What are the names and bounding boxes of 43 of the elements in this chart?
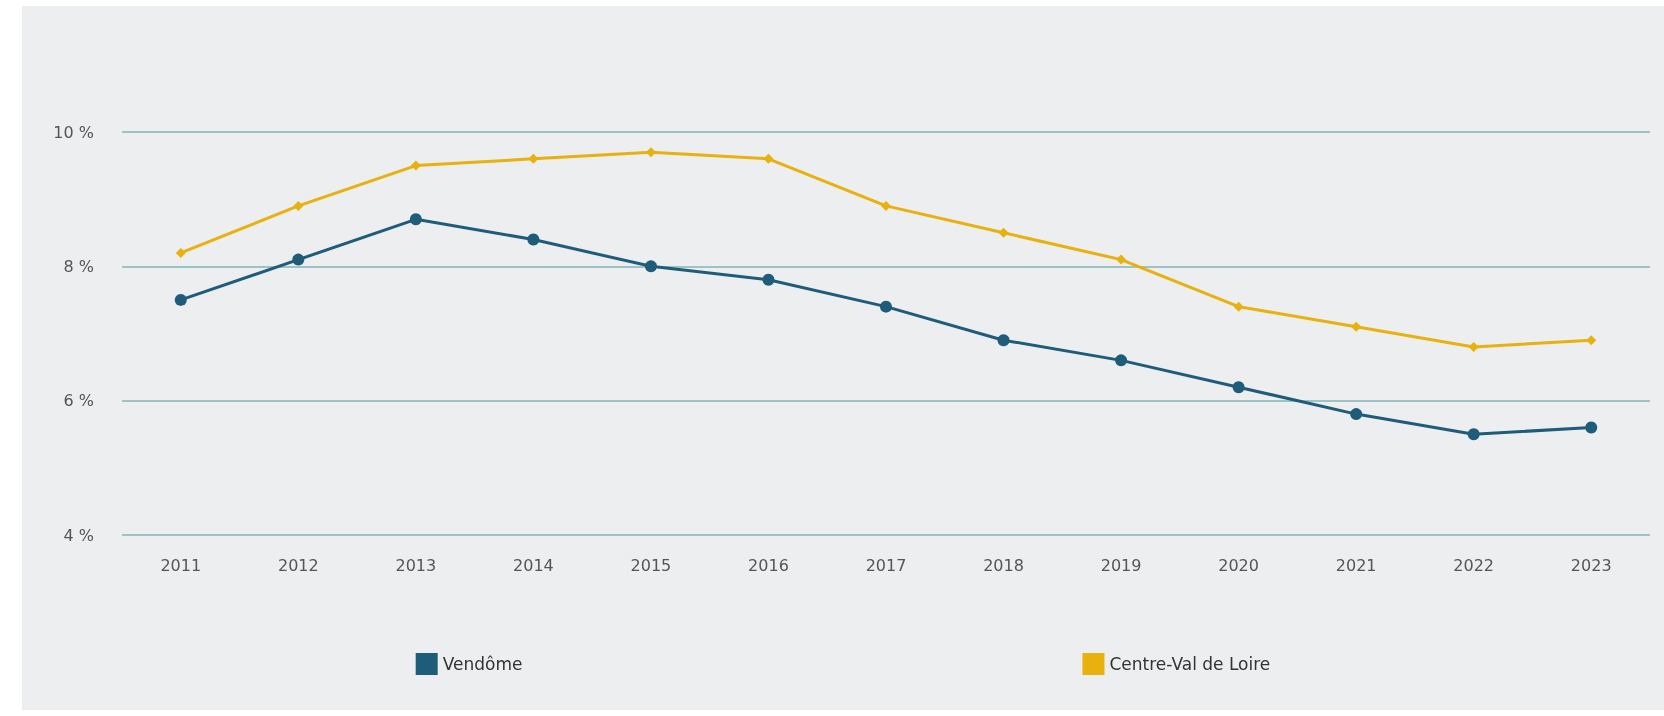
point — [1233, 301, 1244, 312]
point — [763, 153, 774, 164]
point — [1585, 421, 1598, 434]
point — [881, 200, 891, 211]
point — [1586, 335, 1597, 346]
point — [998, 227, 1009, 238]
x-tick-label: 2023 — [1570, 555, 1612, 575]
point — [174, 293, 187, 306]
x-tick-label: 2019 — [1100, 555, 1142, 575]
point — [1116, 254, 1127, 265]
x-tick-label: 2015 — [630, 555, 672, 575]
legend-label: Vendôme — [442, 654, 523, 674]
y-tick-label: 10 % — [53, 122, 94, 142]
point — [1468, 341, 1479, 352]
x-tick-label: 2011 — [160, 555, 202, 575]
point — [1115, 354, 1128, 367]
legend-label: Centre-Val de Loire — [1109, 654, 1271, 674]
x-tick-label: 2021 — [1335, 555, 1377, 575]
point — [292, 253, 305, 266]
point — [409, 213, 422, 226]
point — [1467, 428, 1480, 441]
point — [644, 260, 657, 273]
x-tick-label: 2014 — [513, 555, 554, 575]
point — [175, 247, 186, 258]
x-tick-label: 2022 — [1453, 555, 1495, 575]
x-tick-label: 2012 — [277, 555, 319, 575]
x-tick-label: 2017 — [865, 555, 907, 575]
y-tick-label: 6 % — [63, 391, 94, 411]
point — [293, 200, 304, 211]
y-tick-label: 4 % — [63, 525, 94, 545]
point — [1232, 381, 1245, 394]
point — [410, 160, 421, 171]
point — [762, 273, 775, 286]
point — [997, 334, 1010, 347]
point — [1351, 321, 1362, 332]
x-tick-label: 2013 — [395, 555, 437, 575]
x-tick-label: 2016 — [748, 555, 789, 575]
y-tick-label: 8 % — [63, 256, 94, 276]
x-tick-label: 2018 — [983, 555, 1024, 575]
point — [527, 233, 540, 246]
point — [1350, 408, 1363, 421]
point — [880, 300, 892, 313]
x-tick-label: 2020 — [1218, 555, 1259, 575]
